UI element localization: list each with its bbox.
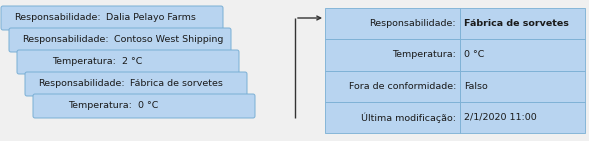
FancyBboxPatch shape xyxy=(17,50,239,74)
Text: Responsabilidade:: Responsabilidade: xyxy=(22,36,108,45)
Text: Última modificação:: Última modificação: xyxy=(361,112,456,123)
FancyBboxPatch shape xyxy=(25,72,247,96)
Text: 0 °C: 0 °C xyxy=(464,50,485,59)
Text: Fábrica de sorvetes: Fábrica de sorvetes xyxy=(130,80,223,89)
Text: Temperatura:: Temperatura: xyxy=(52,58,116,67)
FancyBboxPatch shape xyxy=(460,8,585,39)
Text: Falso: Falso xyxy=(464,82,488,91)
Text: Dalia Pelayo Farms: Dalia Pelayo Farms xyxy=(106,14,196,23)
Text: Responsabilidade:: Responsabilidade: xyxy=(14,14,100,23)
FancyBboxPatch shape xyxy=(325,70,460,102)
Text: Temperatura:: Temperatura: xyxy=(392,50,456,59)
Text: Fábrica de sorvetes: Fábrica de sorvetes xyxy=(464,19,569,28)
Text: 0 °C: 0 °C xyxy=(138,102,158,111)
FancyBboxPatch shape xyxy=(460,102,585,133)
Text: 2 °C: 2 °C xyxy=(123,58,143,67)
Text: 2/1/2020 11:00: 2/1/2020 11:00 xyxy=(464,113,537,122)
FancyBboxPatch shape xyxy=(1,6,223,30)
Text: Responsabilidade:: Responsabilidade: xyxy=(369,19,456,28)
FancyBboxPatch shape xyxy=(33,94,255,118)
Text: Contoso West Shipping: Contoso West Shipping xyxy=(114,36,224,45)
FancyBboxPatch shape xyxy=(460,70,585,102)
FancyBboxPatch shape xyxy=(9,28,231,52)
Text: Responsabilidade:: Responsabilidade: xyxy=(38,80,124,89)
Text: Fora de conformidade:: Fora de conformidade: xyxy=(349,82,456,91)
FancyBboxPatch shape xyxy=(325,102,460,133)
FancyBboxPatch shape xyxy=(325,39,460,70)
FancyBboxPatch shape xyxy=(325,8,460,39)
Text: Temperatura:: Temperatura: xyxy=(68,102,133,111)
FancyBboxPatch shape xyxy=(460,39,585,70)
